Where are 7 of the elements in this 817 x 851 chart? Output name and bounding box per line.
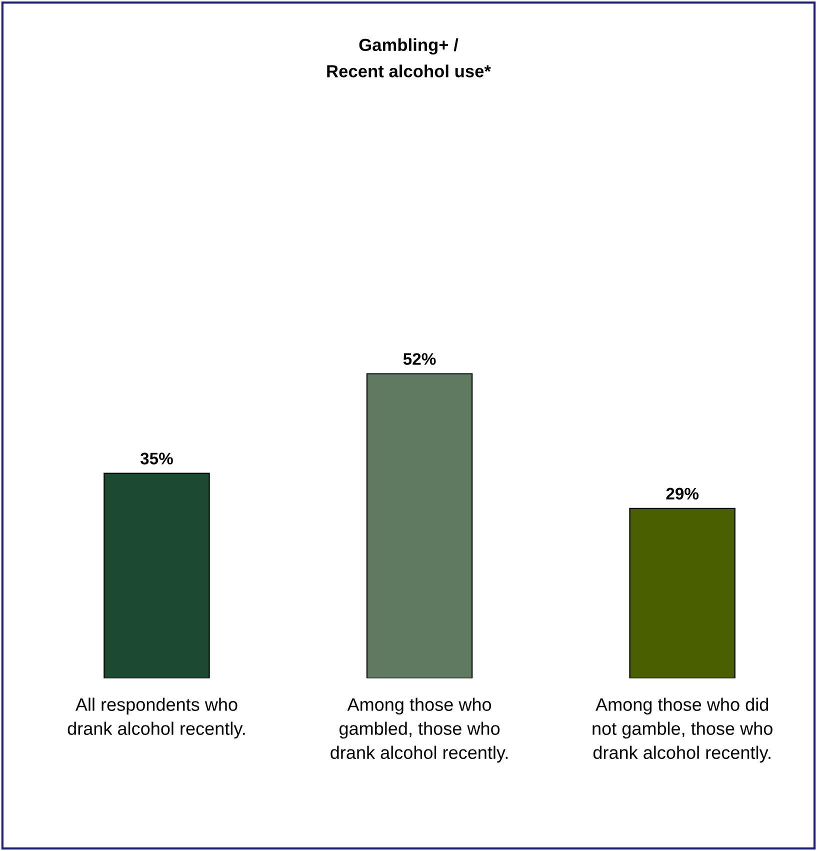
x-tick-label: Among those who did not gamble, those who drank alcohol recently.	[592, 698, 772, 763]
data-label: 52%	[403, 353, 436, 365]
x-tick-label: Among those who gambled, those who drank alcohol recently.	[330, 698, 508, 763]
data-label: 29%	[666, 488, 699, 500]
chart-title: Gambling+ / Recent alcohol use*	[327, 38, 491, 78]
data-label: 35%	[140, 452, 173, 464]
x-tick-label: All respondents who drank alcohol recently.	[68, 698, 245, 739]
